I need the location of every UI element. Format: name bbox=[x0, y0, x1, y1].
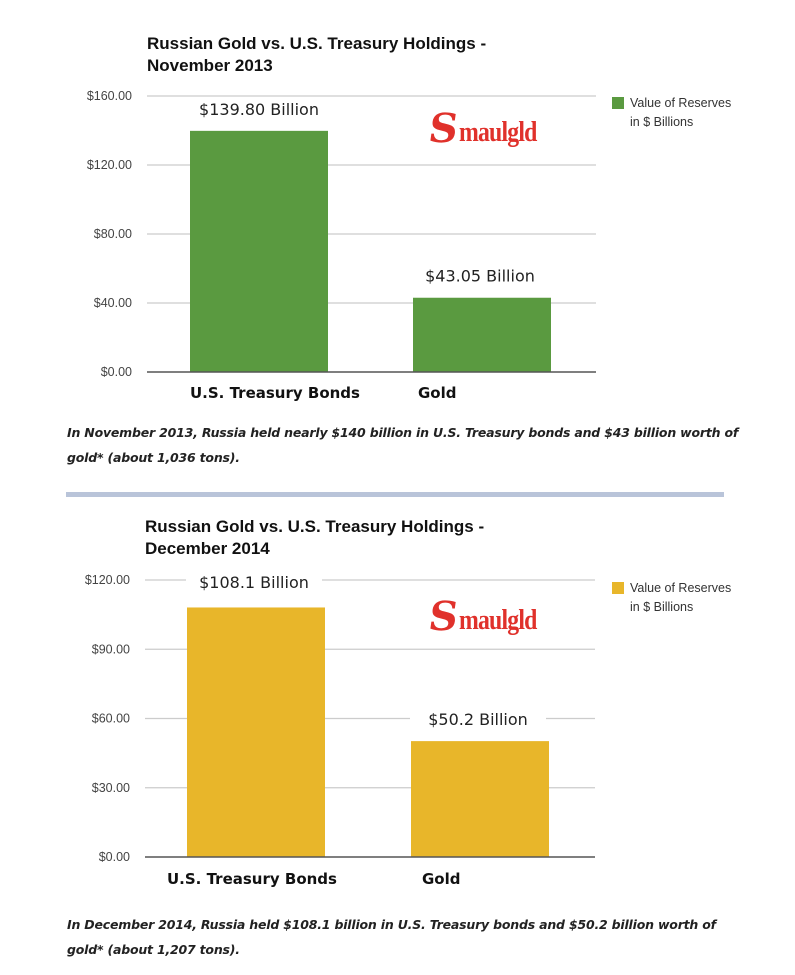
section-divider bbox=[66, 492, 724, 497]
data-label-background bbox=[186, 572, 322, 592]
x-category-label: U.S. Treasury Bonds bbox=[167, 870, 337, 888]
bar-u-s-treasury-bonds bbox=[187, 607, 325, 857]
legend-label: Value of Reserves in $ Billions bbox=[630, 96, 732, 129]
chart-2-plot: $0.00 $30.00 $60.00 $90.00 $120.00 $108.1 Bil… bbox=[85, 572, 595, 888]
data-label: $43.05 Billion bbox=[425, 267, 535, 286]
y-tick-label: $120.00 bbox=[87, 158, 132, 172]
chart-1-plot: $0.00 $40.00 $80.00 $120.00 $160.00 $139.80 B… bbox=[87, 89, 596, 402]
y-tick-label: $30.00 bbox=[92, 781, 130, 795]
data-label: $139.80 Billion bbox=[199, 100, 319, 119]
y-tick-label: $0.00 bbox=[99, 850, 130, 864]
data-label-background bbox=[412, 265, 548, 286]
chart-2-title-line-2: December 2014 bbox=[145, 539, 270, 558]
logo-text: maulgld bbox=[459, 604, 537, 636]
chart-1-caption: In November 2013, Russia held nearly $14… bbox=[67, 425, 739, 465]
data-label-background bbox=[410, 709, 546, 730]
logo-s-glyph: S bbox=[425, 105, 462, 152]
y-tick-label: $80.00 bbox=[94, 227, 132, 241]
y-tick-label: $60.00 bbox=[92, 712, 130, 726]
legend-swatch-gold bbox=[612, 582, 624, 594]
legend-swatch-green bbox=[612, 97, 624, 109]
y-tick-label: $90.00 bbox=[92, 642, 130, 656]
chart-1-watermark-logo: S maulgld bbox=[425, 105, 545, 155]
bar-gold bbox=[413, 297, 551, 372]
y-tick-label: $160.00 bbox=[87, 89, 132, 103]
y-tick-label: $40.00 bbox=[94, 296, 132, 310]
x-category-label: Gold bbox=[422, 870, 461, 888]
logo-text: maulgld bbox=[459, 116, 537, 148]
data-label: $50.2 Billion bbox=[428, 710, 528, 729]
data-label-background bbox=[191, 98, 327, 119]
data-label: $108.1 Billion bbox=[199, 573, 309, 592]
bar-gold bbox=[411, 741, 549, 857]
chart-2-watermark-logo: S maulgld bbox=[425, 593, 545, 643]
chart-2-caption: In December 2014, Russia held $108.1 bil… bbox=[67, 917, 716, 957]
logo-s-glyph: S bbox=[425, 593, 462, 640]
y-tick-label: $120.00 bbox=[85, 573, 130, 587]
x-category-label: U.S. Treasury Bonds bbox=[190, 384, 360, 402]
chart-1-title-line-2: November 2013 bbox=[147, 56, 273, 75]
y-tick-label: $0.00 bbox=[101, 365, 132, 379]
legend-label: Value of Reserves in $ Billions bbox=[630, 581, 732, 614]
x-category-label: Gold bbox=[418, 384, 457, 402]
chart-1-title: Russian Gold vs. U.S. Treasury Holdings … bbox=[147, 33, 486, 77]
bar-u-s-treasury-bonds bbox=[190, 130, 328, 372]
chart-1-title-line-1: Russian Gold vs. U.S. Treasury Holdings … bbox=[147, 34, 487, 53]
chart-2-title-line-1: Russian Gold vs. U.S. Treasury Holdings … bbox=[145, 517, 485, 536]
chart-2-title: Russian Gold vs. U.S. Treasury Holdings … bbox=[145, 516, 484, 560]
